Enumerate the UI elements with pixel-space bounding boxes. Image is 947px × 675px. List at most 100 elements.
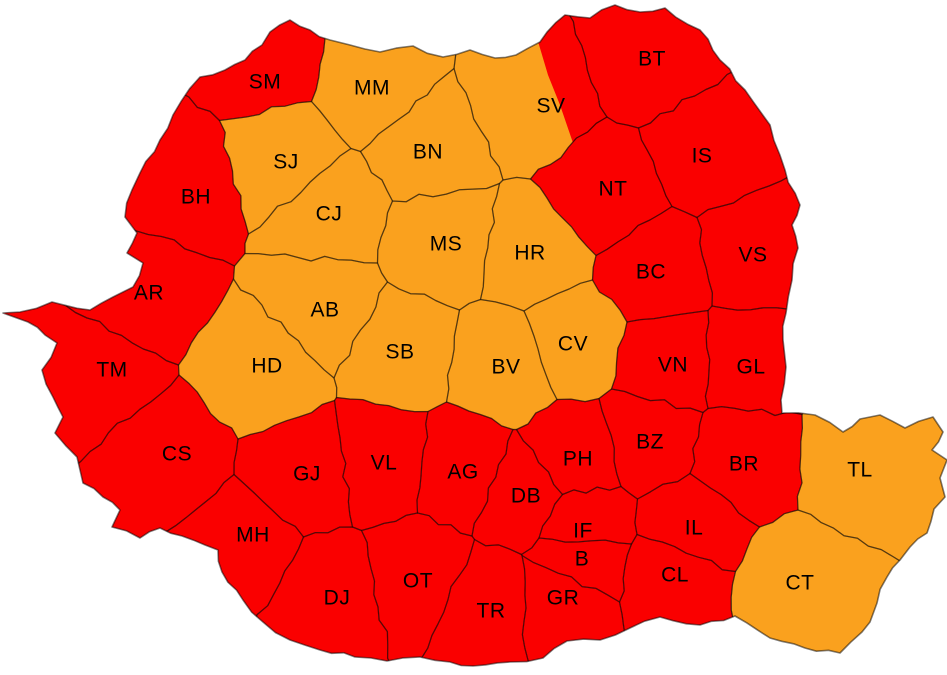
county-bc-shape <box>592 206 713 322</box>
county-nt-border <box>529 116 673 257</box>
county-tr-border <box>398 538 532 666</box>
county-vs-label: VS <box>738 244 767 267</box>
county-ph-shape <box>516 398 621 495</box>
county-b-shape <box>521 538 632 602</box>
county-br-shape <box>690 406 803 527</box>
county-sj-label: SJ <box>273 151 299 174</box>
county-cl-label: CL <box>661 564 689 587</box>
county-ab-shape <box>233 253 388 378</box>
county-hr-border <box>479 176 597 312</box>
county-cj-shape <box>245 148 393 263</box>
county-mm-label: MM <box>354 77 390 100</box>
county-br-border <box>689 405 804 528</box>
county-db-border <box>471 428 564 556</box>
county-gl-shape <box>705 306 893 416</box>
county-cj-label: CJ <box>316 203 343 226</box>
county-gl-label: GL <box>736 356 765 379</box>
county-br-label: BR <box>729 453 759 476</box>
county-hd-label: HD <box>251 355 282 378</box>
county-ag-shape <box>417 402 513 536</box>
county-ms-label: MS <box>430 233 463 256</box>
county-vl-label: VL <box>371 452 398 475</box>
county-nt-label: NT <box>599 178 628 201</box>
county-tr-label: TR <box>477 600 506 623</box>
county-bv-label: BV <box>491 356 520 379</box>
county-dj-shape <box>190 527 402 666</box>
county-ag-label: AG <box>447 461 478 484</box>
county-bt-label: BT <box>638 48 666 71</box>
county-ar-label: AR <box>134 282 164 305</box>
county-bv-border <box>445 298 558 431</box>
county-il-shape <box>634 473 760 572</box>
county-vn-shape <box>611 310 710 413</box>
county-sb-border <box>333 281 461 413</box>
county-dj-label: DJ <box>324 587 351 610</box>
county-ot-shape <box>361 513 475 666</box>
county-if-border <box>538 485 639 545</box>
county-ot-border <box>360 512 476 666</box>
county-tl-label: TL <box>847 459 873 482</box>
county-is-label: IS <box>692 145 713 168</box>
county-sj-border <box>218 100 352 235</box>
county-bn-label: BN <box>413 141 443 164</box>
county-db-shape <box>472 429 563 555</box>
county-vl-shape <box>334 397 428 531</box>
county-cs-label: CS <box>162 443 192 466</box>
county-bz-shape <box>599 389 703 499</box>
county-gj-label: GJ <box>293 463 321 486</box>
county-tm-label: TM <box>96 359 127 382</box>
county-tr-shape <box>399 539 532 666</box>
county-cv-border <box>523 279 628 403</box>
county-bn-border <box>359 67 504 203</box>
county-cv-label: CV <box>558 333 588 356</box>
county-gj-border <box>233 399 354 538</box>
county-sb-shape <box>334 282 460 412</box>
county-il-border <box>634 472 761 573</box>
county-ct-label: CT <box>786 572 815 595</box>
county-sb-label: SB <box>385 341 414 364</box>
county-bh-label: BH <box>181 186 211 209</box>
county-ab-border <box>232 252 389 379</box>
county-ph-border <box>515 397 622 496</box>
county-cj-border <box>244 147 394 264</box>
county-bz-border <box>598 388 704 500</box>
county-ag-border <box>416 401 514 537</box>
county-label-layer: SM MM SV BT IS NT SJ BN BH CJ MS HR BC VS AR AB HD SB BV CV… <box>96 48 872 623</box>
county-cv-shape <box>524 280 627 402</box>
county-bv-shape <box>446 299 557 430</box>
country-outline <box>2 4 947 667</box>
county-vl-border <box>333 396 429 532</box>
county-bt-border <box>538 5 947 129</box>
county-gr-label: GR <box>547 587 580 610</box>
county-b-label: B <box>575 548 590 571</box>
county-db-label: DB <box>511 485 541 508</box>
county-gj-shape <box>234 400 353 537</box>
county-dj-border <box>189 526 403 666</box>
county-bn-shape <box>360 68 503 202</box>
county-hd-shape <box>178 279 337 439</box>
county-sm-label: SM <box>249 71 282 94</box>
county-ms-border <box>376 182 501 311</box>
county-il-label: IL <box>685 517 704 540</box>
county-mh-label: MH <box>236 524 270 547</box>
county-bh-shape <box>3 5 249 266</box>
county-b-border <box>520 537 633 603</box>
county-ms-shape <box>377 183 500 310</box>
county-ct-border <box>721 509 947 666</box>
county-tl-shape <box>797 260 947 616</box>
county-vn-border <box>610 309 711 414</box>
county-hr-shape <box>480 177 596 311</box>
county-ab-label: AB <box>310 299 339 322</box>
county-bc-border <box>591 205 714 323</box>
county-sv-label: SV <box>536 95 565 118</box>
county-ph-label: PH <box>563 448 593 471</box>
county-hd-border <box>177 278 338 440</box>
county-sj-shape <box>219 101 351 234</box>
county-bz-label: BZ <box>636 431 664 454</box>
county-ot-label: OT <box>403 570 433 593</box>
county-if-shape <box>539 486 638 544</box>
county-if-label: IF <box>573 520 593 543</box>
